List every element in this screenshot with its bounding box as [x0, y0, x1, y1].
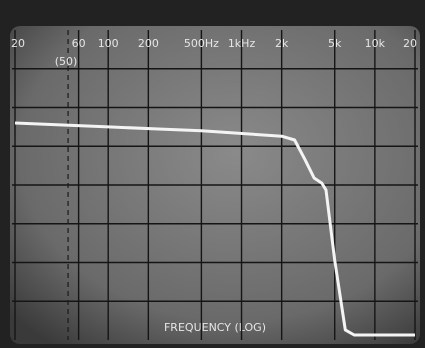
x-axis-label: FREQUENCY (LOG) [164, 321, 266, 334]
x-tick-label: 1kHz [228, 37, 256, 50]
x-tick-label: 100 [98, 37, 119, 50]
trace [14, 121, 415, 337]
x-tick-label: 500Hz [184, 37, 219, 50]
x-tick-label: 2k [275, 37, 289, 50]
x-tick-label: 20 [403, 37, 417, 50]
x-tick-label: 60 [72, 37, 86, 50]
x-tick-label: 5k [328, 37, 342, 50]
x-tick-label: 20 [11, 37, 25, 50]
x-tick-label: 10k [365, 37, 386, 50]
annotation: (50) [55, 55, 78, 68]
x-tick-label: 200 [138, 37, 159, 50]
